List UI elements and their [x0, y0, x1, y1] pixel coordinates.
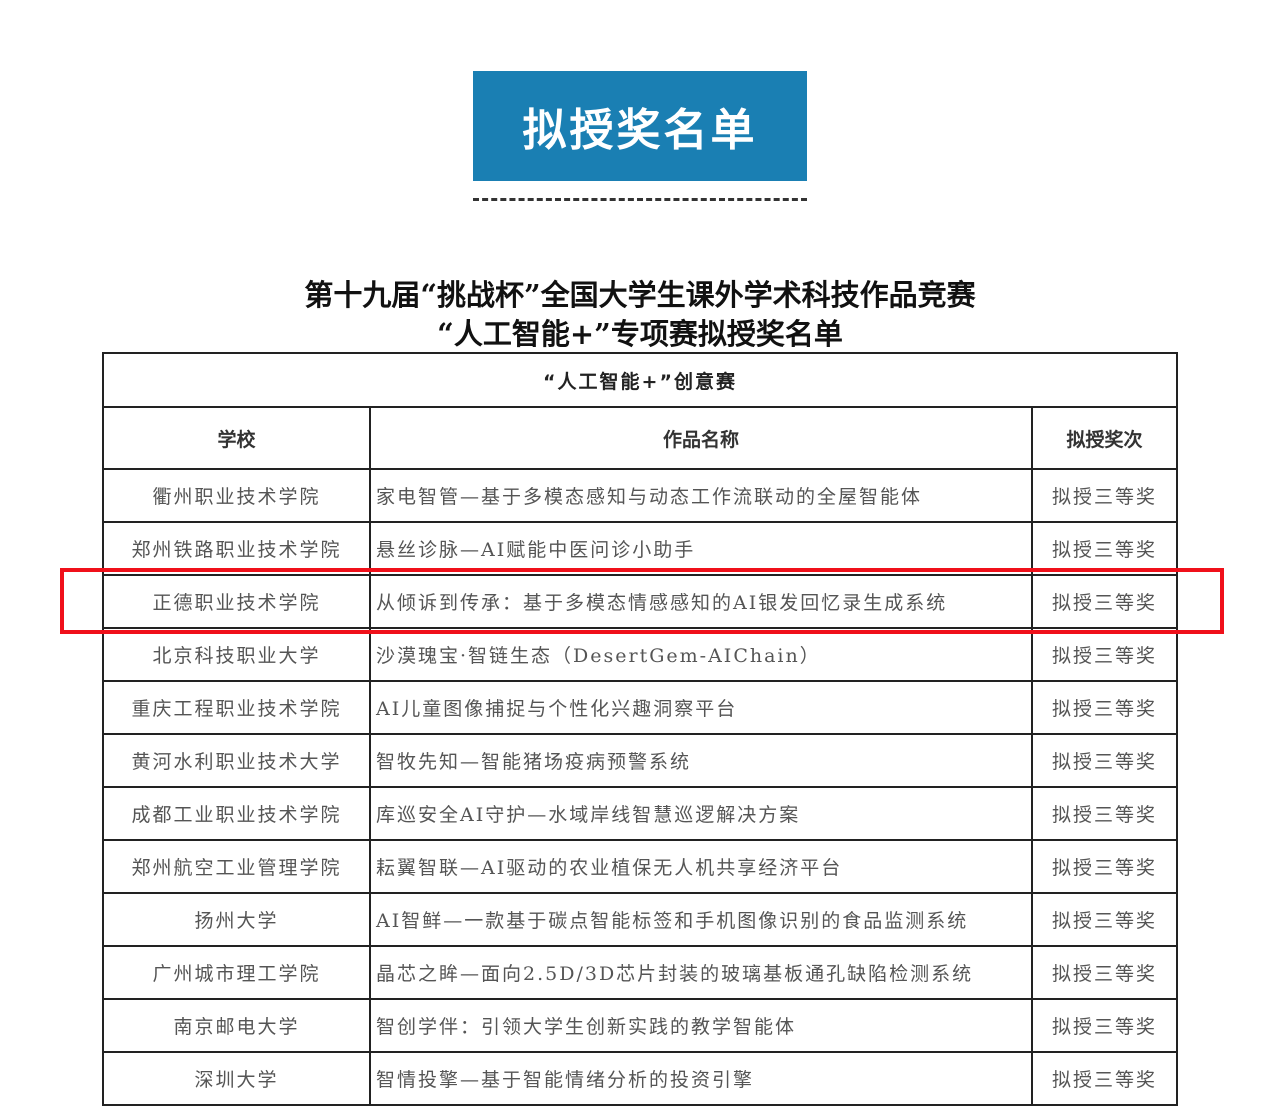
cell-school: 成都工业职业技术学院 [102, 786, 371, 841]
cell-work-title: 沙漠瑰宝·智链生态（DesertGem-AIChain） [369, 627, 1033, 682]
cell-award: 拟授三等奖 [1030, 733, 1179, 788]
table-row: 正德职业技术学院 从倾诉到传承：基于多模态情感感知的AI银发回忆录生成系统 拟授三等… [102, 574, 1179, 629]
table-row: 衢州职业技术学院 家电智管—基于多模态感知与动态工作流联动的全屋智能体 拟授三等奖 [102, 468, 1179, 523]
table-row: 黄河水利职业技术大学 智牧先知—智能猪场疫病预警系统 拟授三等奖 [102, 733, 1179, 788]
cell-work-title: 从倾诉到传承：基于多模态情感感知的AI银发回忆录生成系统 [369, 574, 1033, 629]
table-row: 重庆工程职业技术学院 AI儿童图像捕捉与个性化兴趣洞察平台 拟授三等奖 [102, 680, 1179, 735]
table-row: 成都工业职业技术学院 库巡安全AI守护—水域岸线智慧巡逻解决方案 拟授三等奖 [102, 786, 1179, 841]
award-table: “人工智能+”创意赛 学校 作品名称 拟授奖次 衢州职业技术学院 家电智管—基于多… [101, 352, 1179, 1106]
cell-award: 拟授三等奖 [1030, 998, 1179, 1053]
cell-school: 郑州航空工业管理学院 [102, 839, 371, 894]
cell-school: 衢州职业技术学院 [102, 468, 371, 523]
dashed-divider [473, 198, 807, 201]
cell-school: 广州城市理工学院 [102, 945, 371, 1000]
cell-award: 拟授三等奖 [1030, 839, 1179, 894]
cell-school: 郑州铁路职业技术学院 [102, 521, 371, 576]
cell-school: 重庆工程职业技术学院 [102, 680, 371, 735]
cell-work-title: 智创学伴：引领大学生创新实践的教学智能体 [369, 998, 1033, 1053]
table-row: 郑州航空工业管理学院 耘翼智联—AI驱动的农业植保无人机共享经济平台 拟授三等奖 [102, 839, 1179, 894]
cell-work-title: 耘翼智联—AI驱动的农业植保无人机共享经济平台 [369, 839, 1033, 894]
table-row: 南京邮电大学 智创学伴：引领大学生创新实践的教学智能体 拟授三等奖 [102, 998, 1179, 1053]
cell-award: 拟授三等奖 [1030, 627, 1179, 682]
header-school: 学校 [102, 406, 371, 470]
cell-work-title: 智牧先知—智能猪场疫病预警系统 [369, 733, 1033, 788]
header-award: 拟授奖次 [1030, 406, 1179, 470]
table-row: 郑州铁路职业技术学院 悬丝诊脉—AI赋能中医问诊小助手 拟授三等奖 [102, 521, 1179, 576]
table-row: 深圳大学 智情投擎—基于智能情绪分析的投资引擎 拟授三等奖 [102, 1051, 1179, 1106]
cell-school: 北京科技职业大学 [102, 627, 371, 682]
cell-work-title: AI智鲜—一款基于碳点智能标签和手机图像识别的食品监测系统 [369, 892, 1033, 947]
table-caption: “人工智能+”创意赛 [101, 352, 1179, 408]
cell-school: 深圳大学 [102, 1051, 371, 1106]
cell-award: 拟授三等奖 [1030, 574, 1179, 629]
cell-award: 拟授三等奖 [1030, 945, 1179, 1000]
cell-school: 扬州大学 [102, 892, 371, 947]
table-row: 北京科技职业大学 沙漠瑰宝·智链生态（DesertGem-AIChain） 拟授三等… [102, 627, 1179, 682]
table-row: 广州城市理工学院 晶芯之眸—面向2.5D/3D芯片封装的玻璃基板通孔缺陷检测系统拟… [102, 945, 1179, 1000]
cell-school: 正德职业技术学院 [102, 574, 371, 629]
cell-award: 拟授三等奖 [1030, 680, 1179, 735]
cell-work-title: 悬丝诊脉—AI赋能中医问诊小助手 [369, 521, 1033, 576]
cell-award: 拟授三等奖 [1030, 892, 1179, 947]
document-title-line2: “人工智能+”专项赛拟授奖名单 [437, 317, 843, 351]
cell-award: 拟授三等奖 [1030, 786, 1179, 841]
cell-award: 拟授三等奖 [1030, 468, 1179, 523]
table-row: 扬州大学 AI智鲜—一款基于碳点智能标签和手机图像识别的食品监测系统 拟授三等奖 [102, 892, 1179, 947]
cell-work-title: 库巡安全AI守护—水域岸线智慧巡逻解决方案 [369, 786, 1033, 841]
cell-work-title: 晶芯之眸—面向2.5D/3D芯片封装的玻璃基板通孔缺陷检测系统 [369, 945, 1033, 1000]
header-work-title: 作品名称 [369, 406, 1033, 470]
cell-work-title: 智情投擎—基于智能情绪分析的投资引擎 [369, 1051, 1033, 1106]
document-title-line1: 第十九届“挑战杯”全国大学生课外学术科技作品竞赛 [304, 278, 976, 312]
cell-work-title: 家电智管—基于多模态感知与动态工作流联动的全屋智能体 [369, 468, 1033, 523]
banner-title: 拟授奖名单 [473, 71, 807, 181]
cell-school: 黄河水利职业技术大学 [102, 733, 371, 788]
cell-school: 南京邮电大学 [102, 998, 371, 1053]
cell-work-title: AI儿童图像捕捉与个性化兴趣洞察平台 [369, 680, 1033, 735]
cell-award: 拟授三等奖 [1030, 1051, 1179, 1106]
cell-award: 拟授三等奖 [1030, 521, 1179, 576]
